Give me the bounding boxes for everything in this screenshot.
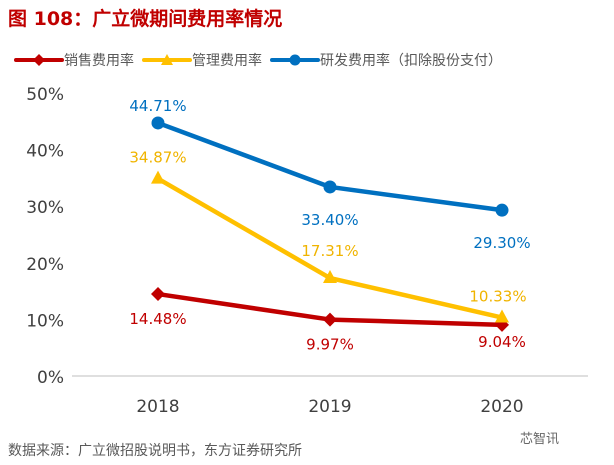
legend-marker-circle-icon bbox=[270, 54, 320, 66]
data-point-diamond bbox=[323, 312, 337, 327]
data-label: 29.30% bbox=[473, 234, 530, 252]
data-label: 10.33% bbox=[469, 288, 526, 306]
data-label: 34.87% bbox=[129, 149, 186, 167]
data-label: 44.71% bbox=[129, 97, 186, 115]
chart-title: 图 108：广立微期间费用率情况 bbox=[8, 8, 283, 30]
data-point-diamond bbox=[151, 287, 165, 302]
x-tick-label: 2020 bbox=[480, 397, 523, 417]
x-tick-label: 2019 bbox=[308, 397, 351, 417]
data-point-circle bbox=[495, 203, 509, 217]
legend-item-rnd: 研发费用率（扣除股份支付） bbox=[270, 50, 502, 70]
y-tick-label: 30% bbox=[26, 198, 64, 218]
x-tick-label: 2018 bbox=[136, 397, 179, 417]
legend-item-sales: 销售费用率 bbox=[14, 50, 134, 70]
data-point-triangle bbox=[323, 270, 337, 284]
watermark: 芯智讯 bbox=[520, 432, 560, 447]
legend: 销售费用率 管理费用率 研发费用率（扣除股份支付） bbox=[14, 50, 510, 70]
legend-item-admin: 管理费用率 bbox=[142, 50, 262, 70]
series-line bbox=[157, 120, 503, 213]
data-label: 9.97% bbox=[306, 336, 354, 354]
y-tick-label: 40% bbox=[26, 142, 64, 162]
data-label: 17.31% bbox=[301, 242, 358, 260]
y-tick-label: 50% bbox=[26, 85, 64, 105]
legend-marker-diamond-icon bbox=[14, 54, 64, 66]
y-tick-label: 10% bbox=[26, 311, 64, 331]
data-label: 9.04% bbox=[478, 333, 526, 351]
data-point-circle bbox=[323, 180, 337, 194]
source-note: 数据来源：广立微招股说明书，东方证券研究所 bbox=[8, 443, 302, 459]
y-tick-label: 0% bbox=[37, 368, 64, 388]
legend-label: 研发费用率（扣除股份支付） bbox=[320, 53, 502, 69]
y-tick-label: 20% bbox=[26, 255, 64, 275]
data-label: 33.40% bbox=[301, 211, 358, 229]
data-point-triangle bbox=[495, 309, 509, 323]
legend-label: 销售费用率 bbox=[64, 53, 134, 69]
data-label: 14.48% bbox=[129, 310, 186, 328]
legend-label: 管理费用率 bbox=[192, 53, 262, 69]
data-point-circle bbox=[151, 116, 165, 130]
data-point-triangle bbox=[151, 170, 165, 184]
legend-marker-triangle-icon bbox=[142, 54, 192, 65]
